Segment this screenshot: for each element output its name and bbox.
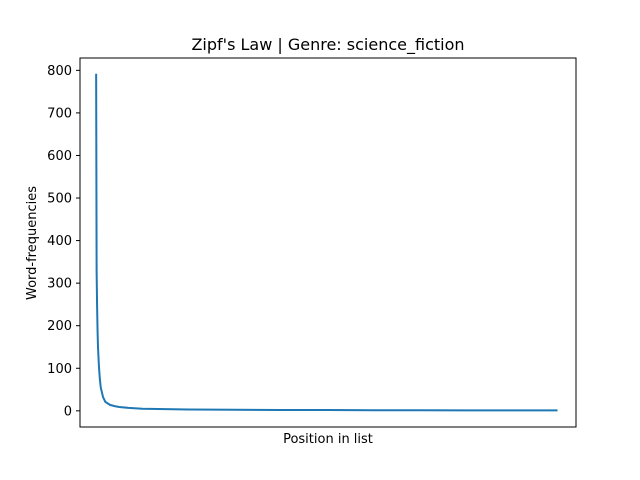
chart-title: Zipf's Law | Genre: science_fiction xyxy=(191,35,464,55)
series-line-group xyxy=(95,73,558,412)
y-tick-label: 600 xyxy=(47,149,72,164)
y-tick-label: 500 xyxy=(47,192,72,207)
y-tick-label: 800 xyxy=(47,64,72,79)
y-axis-label: Word-frequencies xyxy=(25,186,40,300)
plot-area-frame xyxy=(79,57,577,428)
y-tick-label: 400 xyxy=(47,234,72,249)
y-tick-label: 300 xyxy=(47,277,72,292)
y-tick-label: 200 xyxy=(47,319,72,334)
y-tick-label: 700 xyxy=(47,106,72,121)
x-axis-label: Position in list xyxy=(283,432,373,447)
series-line xyxy=(95,73,558,412)
y-tick-label: 0 xyxy=(64,404,72,419)
y-axis-ticks: 0 100 200 300 400 500 600 700 800 xyxy=(47,64,80,419)
y-tick-label: 100 xyxy=(47,362,72,377)
